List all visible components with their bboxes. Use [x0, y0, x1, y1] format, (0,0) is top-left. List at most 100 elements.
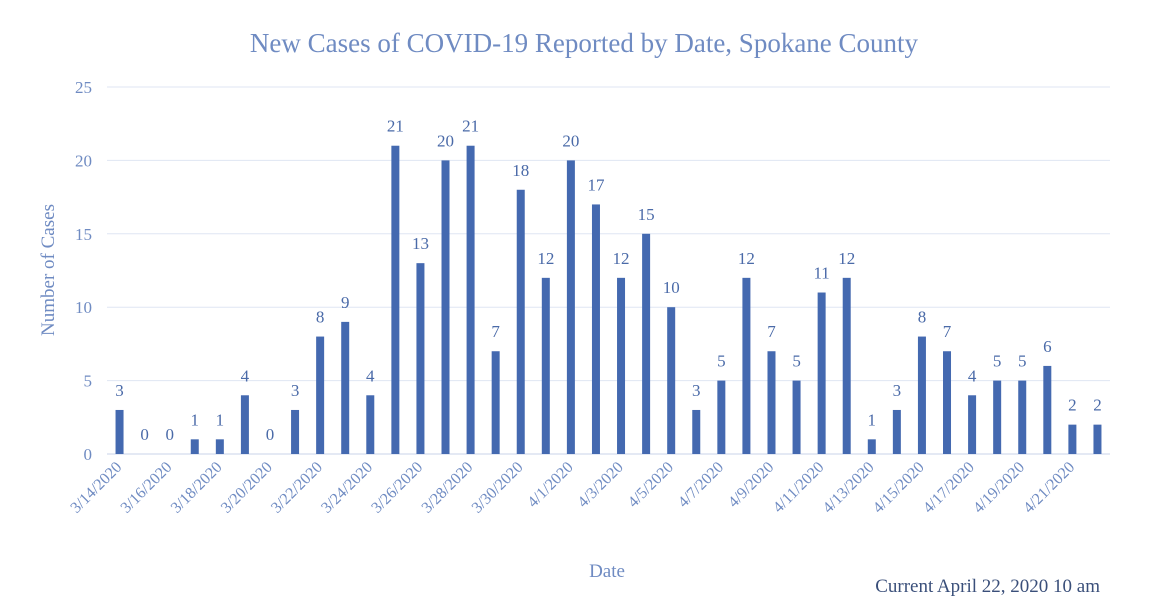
bar	[215, 439, 224, 454]
bar	[391, 145, 400, 454]
data-label: 1	[868, 410, 877, 429]
chart-title: New Cases of COVID-19 Reported by Date, …	[250, 28, 919, 58]
x-tick-label: 3/16/2020	[118, 459, 176, 517]
x-tick-label: 4/7/2020	[675, 459, 727, 511]
bar	[667, 307, 676, 454]
bar	[642, 233, 651, 454]
y-tick-label: 10	[75, 298, 92, 317]
data-label: 4	[241, 366, 250, 385]
bar	[591, 204, 600, 454]
data-label: 9	[341, 293, 350, 312]
x-tick-label: 4/21/2020	[1020, 459, 1078, 517]
bar	[190, 439, 199, 454]
x-tick-label: 4/15/2020	[870, 459, 928, 517]
bar	[115, 409, 124, 454]
bar	[240, 395, 249, 454]
x-tick-label: 3/14/2020	[67, 459, 125, 517]
data-label: 15	[638, 205, 655, 224]
bar	[892, 409, 901, 454]
data-label: 20	[437, 131, 454, 150]
data-label: 5	[717, 352, 726, 371]
y-axis-ticks: 0 5 10 15 20 25	[75, 78, 92, 464]
x-tick-label: 4/1/2020	[524, 459, 576, 511]
data-label: 0	[140, 425, 149, 444]
x-axis-title: Date	[589, 561, 625, 582]
data-label: 0	[165, 425, 174, 444]
data-label: 20	[562, 131, 579, 150]
data-label: 6	[1043, 337, 1052, 356]
x-tick-label: 4/9/2020	[725, 459, 777, 511]
x-tick-label: 4/5/2020	[625, 459, 677, 511]
bar	[867, 439, 876, 454]
bar	[491, 351, 500, 454]
bar	[1093, 424, 1102, 454]
data-label: 2	[1068, 396, 1077, 415]
x-tick-label: 4/19/2020	[970, 459, 1028, 517]
data-label: 13	[412, 234, 429, 253]
data-label: 0	[266, 425, 275, 444]
x-tick-label: 4/3/2020	[575, 459, 627, 511]
bar	[617, 277, 626, 454]
data-label: 4	[968, 366, 977, 385]
bar	[742, 277, 751, 454]
bar	[1068, 424, 1077, 454]
x-axis-ticks: 3/14/20203/16/20203/18/20203/20/20203/22…	[67, 459, 1078, 517]
data-label: 7	[767, 322, 776, 341]
data-labels: 30 01 140389421132021718122017121510351275…	[115, 117, 1101, 444]
data-label: 3	[115, 381, 124, 400]
bar	[817, 292, 826, 454]
data-label: 3	[893, 381, 902, 400]
data-label: 1	[191, 410, 200, 429]
bar	[366, 395, 375, 454]
data-label: 5	[993, 352, 1002, 371]
data-label: 2	[1093, 396, 1102, 415]
bar	[316, 336, 325, 454]
data-label: 7	[943, 322, 952, 341]
x-tick-label: 4/11/2020	[770, 459, 827, 516]
bar	[692, 409, 701, 454]
bar	[516, 189, 525, 454]
bar	[968, 395, 977, 454]
data-label: 4	[366, 366, 375, 385]
data-label: 12	[537, 249, 554, 268]
x-tick-label: 3/20/2020	[218, 459, 276, 517]
x-tick-label: 4/17/2020	[920, 459, 978, 517]
y-tick-label: 20	[75, 151, 92, 170]
bar	[441, 160, 450, 454]
bar	[943, 351, 952, 454]
bar	[466, 145, 475, 454]
data-label: 12	[613, 249, 630, 268]
data-label: 8	[918, 308, 927, 327]
data-label: 17	[587, 175, 605, 194]
bar	[566, 160, 575, 454]
y-tick-label: 5	[84, 372, 93, 391]
data-label: 12	[738, 249, 755, 268]
bar	[792, 380, 801, 454]
x-tick-label: 3/30/2020	[469, 459, 527, 517]
data-label: 7	[491, 322, 500, 341]
y-tick-label: 25	[75, 78, 92, 97]
x-tick-label: 4/13/2020	[820, 459, 878, 517]
bar	[291, 409, 300, 454]
bar	[541, 277, 550, 454]
bar	[717, 380, 726, 454]
bar	[993, 380, 1002, 454]
bar	[1043, 365, 1052, 454]
data-label: 5	[1018, 352, 1027, 371]
data-label: 5	[792, 352, 801, 371]
bar	[767, 351, 776, 454]
x-tick-label: 3/18/2020	[168, 459, 226, 517]
bar	[1018, 380, 1027, 454]
gridlines	[107, 86, 1110, 455]
data-label: 8	[316, 308, 325, 327]
footer-note: Current April 22, 2020 10 am	[875, 576, 1100, 597]
data-label: 18	[512, 161, 529, 180]
data-label: 21	[387, 117, 404, 136]
bar	[842, 277, 851, 454]
data-label: 3	[692, 381, 701, 400]
bars	[115, 145, 1102, 454]
data-label: 21	[462, 117, 479, 136]
data-label: 12	[838, 249, 855, 268]
bar	[917, 336, 926, 454]
